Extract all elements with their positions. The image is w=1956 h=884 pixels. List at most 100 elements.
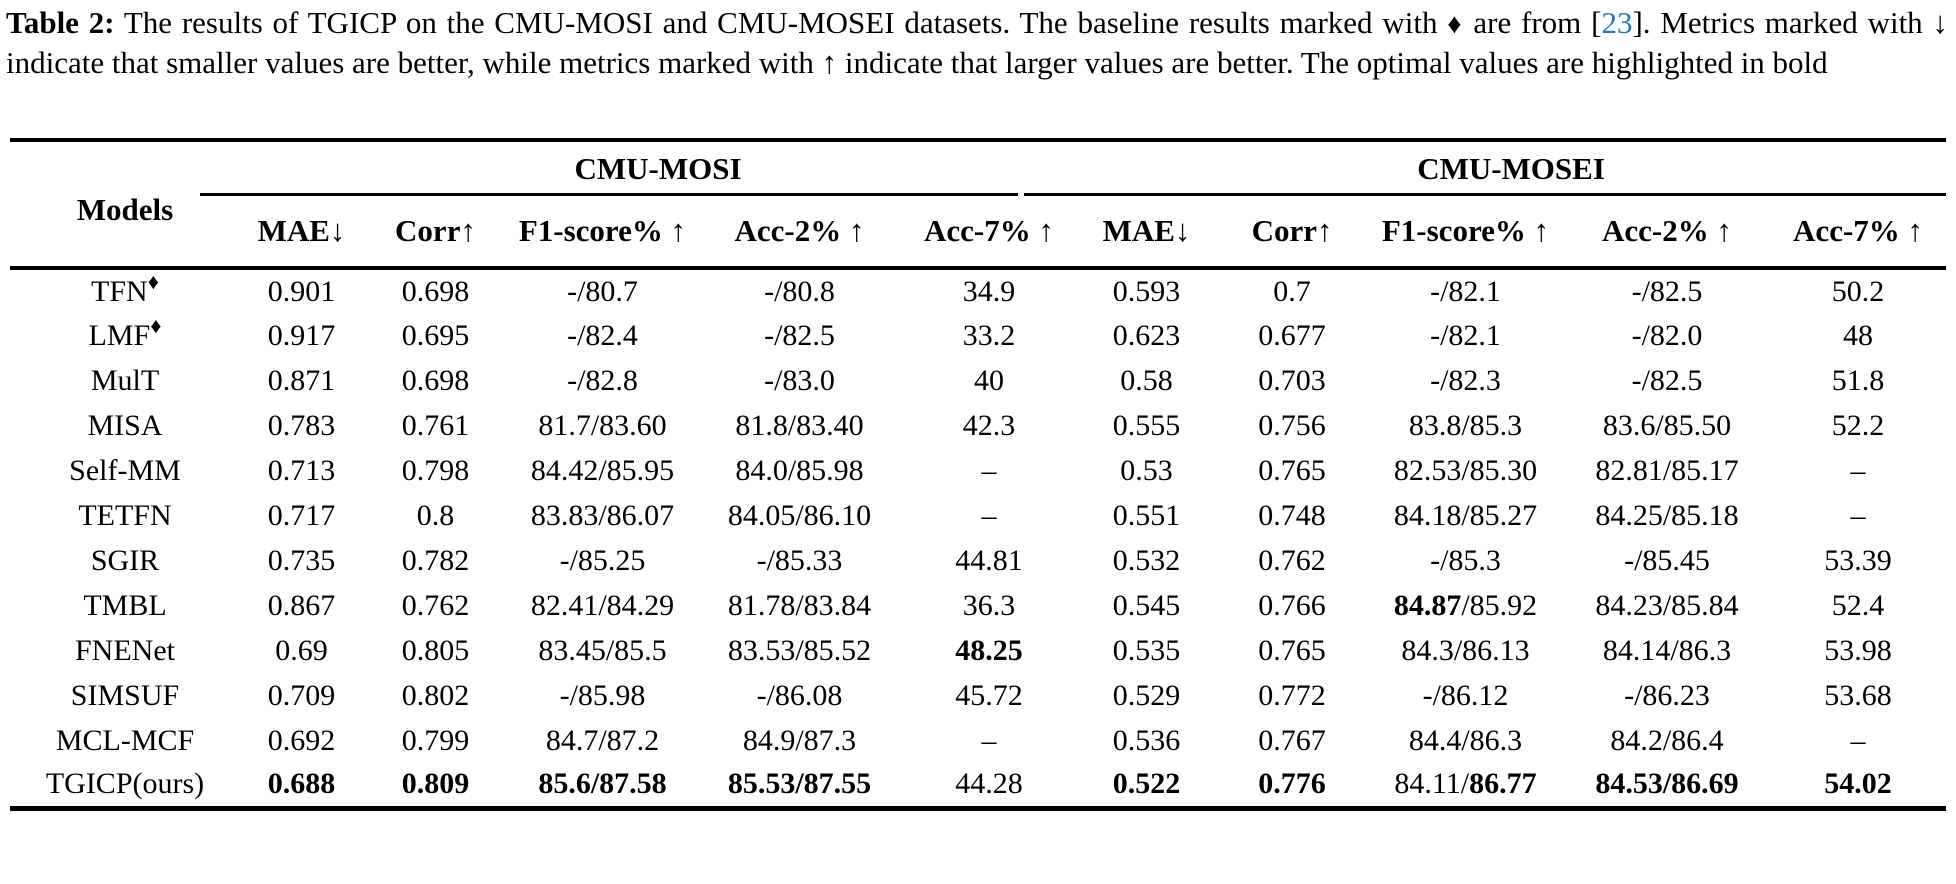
column-header-acc-7-cmu-mosi: Acc-7% ↑ bbox=[902, 196, 1077, 270]
model-name: TMBL bbox=[83, 588, 167, 622]
group-header-row: Models CMU-MOSI CMU-MOSEI bbox=[10, 140, 1947, 270]
table-cell: 0.709 bbox=[267, 678, 336, 712]
table-cell: 0.688 bbox=[240, 763, 363, 811]
table-cell: 44.81 bbox=[955, 543, 1023, 577]
table-caption: Table 2: The results of TGICP on the CMU… bbox=[6, 4, 1948, 82]
table-cell: 50.2 bbox=[1831, 274, 1885, 308]
table-cell: 0.748 bbox=[1258, 498, 1326, 532]
model-name: FNENet bbox=[75, 633, 175, 667]
group-header-cmu-mosi: CMU-MOSI bbox=[200, 140, 1076, 196]
caption-text-3: ]. Metrics marked with ↓ indicate that s… bbox=[6, 5, 1948, 80]
table-cell: 0.756 bbox=[1258, 408, 1326, 442]
model-name: LMF♦ bbox=[88, 312, 162, 352]
table-cell: 0.593 bbox=[1112, 274, 1181, 308]
table-cell: 82.41/84.29 bbox=[530, 588, 675, 622]
table-row: TFN♦ 0.901 0.698 -/80.7 -/80.8 34.9 0.593 0.7 -/… bbox=[10, 268, 1946, 313]
table-cell: – bbox=[1850, 453, 1866, 487]
table-cell: – bbox=[1850, 498, 1866, 532]
table-cell: 42.3 bbox=[962, 408, 1016, 442]
table-cell: 84.11/86.77 bbox=[1367, 763, 1565, 811]
table-cell: 0.58 bbox=[1120, 363, 1173, 397]
table-cell: 82.81/85.17 bbox=[1595, 453, 1739, 487]
table-cell: 84.18/85.27 bbox=[1393, 498, 1538, 532]
table-cell: 83.6/85.50 bbox=[1602, 408, 1732, 442]
table-cell: 84.05/86.10 bbox=[727, 498, 872, 532]
table-cell: 0.867 bbox=[267, 588, 336, 622]
table-cell: 0.53 bbox=[1120, 453, 1173, 487]
model-name: SGIR bbox=[90, 543, 160, 577]
table-cell: -/82.5 bbox=[764, 318, 835, 352]
table-cell: 0.529 bbox=[1112, 678, 1181, 712]
model-name: TFN♦ bbox=[91, 268, 159, 308]
table-cell: 0.809 bbox=[363, 763, 508, 811]
table-cell: 54.02 bbox=[1770, 763, 1947, 811]
table-cell: -/82.1 bbox=[1430, 318, 1501, 352]
table-row: SIMSUF 0.709 0.802 -/85.98 -/86.08 45.72 0.529… bbox=[10, 673, 1946, 718]
diamond-marker-icon: ♦ bbox=[147, 268, 159, 294]
citation-link[interactable]: 23 bbox=[1601, 5, 1633, 40]
table-cell: 0.7 bbox=[1273, 274, 1311, 308]
table-cell: 0.698 bbox=[401, 274, 470, 308]
table-cell: – bbox=[981, 723, 997, 757]
table-cell: 84.23/85.84 bbox=[1595, 588, 1739, 622]
table-cell: -/82.0 bbox=[1631, 318, 1703, 352]
group-label-cmu-mosi: CMU-MOSI bbox=[574, 151, 742, 186]
table-cell: 0.695 bbox=[401, 318, 470, 352]
table-cell: 81.8/83.40 bbox=[735, 408, 864, 442]
model-name: TGICP(ours) bbox=[10, 763, 240, 811]
table-cell: 84.7/87.2 bbox=[545, 723, 660, 757]
table-cell: 0.761 bbox=[401, 408, 470, 442]
cmidrule-mosi bbox=[200, 193, 1019, 196]
table-cell: 0.799 bbox=[401, 723, 470, 757]
table-cell: 0.805 bbox=[401, 633, 470, 667]
caption-text-1: The results of TGICP on the CMU-MOSI and… bbox=[114, 5, 1448, 40]
column-header-mae-cmu-mosi: MAE↓ bbox=[240, 196, 363, 270]
table-cell: 0.776 bbox=[1217, 763, 1368, 811]
table-cell: 0.692 bbox=[267, 723, 336, 757]
table-cell: -/85.33 bbox=[756, 543, 843, 577]
table-cell: -/80.7 bbox=[567, 274, 638, 308]
table-body: TFN♦ 0.901 0.698 -/80.7 -/80.8 34.9 0.593 0.7 -/… bbox=[10, 268, 1947, 811]
group-header-cmu-mosei: CMU-MOSEI bbox=[1024, 140, 1947, 196]
table-cell: 0.522 bbox=[1076, 763, 1218, 811]
column-header-acc-2-cmu-mosei: Acc-2% ↑ bbox=[1564, 196, 1771, 270]
table-cell: 48 bbox=[1843, 318, 1874, 352]
model-name: MCL-MCF bbox=[55, 723, 195, 757]
table-cell: 0.762 bbox=[1258, 543, 1326, 577]
table-cell: 0.798 bbox=[401, 453, 470, 487]
table-cell: 83.45/85.5 bbox=[538, 633, 667, 667]
table-cell: 0.536 bbox=[1112, 723, 1181, 757]
table-row: TGICP(ours) 0.688 0.809 85.6/87.58 85.53/87.… bbox=[10, 763, 1947, 811]
table-row: MCL-MCF 0.692 0.799 84.7/87.2 84.9/87.3 – 0.53… bbox=[10, 718, 1946, 763]
column-header-acc-2-cmu-mosi: Acc-2% ↑ bbox=[697, 196, 902, 270]
table-cell: 34.9 bbox=[962, 274, 1016, 308]
table-cell: -/82.5 bbox=[1631, 363, 1703, 397]
table-cell: 53.39 bbox=[1824, 543, 1892, 577]
table-cell: 0.901 bbox=[267, 274, 336, 308]
diamond-icon: ♦ bbox=[1447, 9, 1464, 40]
table-cell: 84.87/85.92 bbox=[1393, 588, 1538, 622]
column-header-mae-cmu-mosei: MAE↓ bbox=[1076, 196, 1218, 270]
table-cell: 0.802 bbox=[401, 678, 470, 712]
table-cell: 83.83/86.07 bbox=[530, 498, 675, 532]
table-cell: 0.762 bbox=[401, 588, 470, 622]
table-cell: 53.98 bbox=[1824, 633, 1892, 667]
table-cell: 36.3 bbox=[962, 588, 1016, 622]
table-cell: – bbox=[1850, 723, 1866, 757]
table-cell: -/85.3 bbox=[1430, 543, 1501, 577]
table-cell: 45.72 bbox=[955, 678, 1023, 712]
table-cell: -/86.23 bbox=[1624, 678, 1710, 712]
model-name: SIMSUF bbox=[70, 678, 180, 712]
table-cell: -/82.4 bbox=[567, 318, 638, 352]
table-cell: 83.53/85.52 bbox=[727, 633, 872, 667]
model-name: Self-MM bbox=[69, 453, 181, 487]
table-cell: 84.14/86.3 bbox=[1602, 633, 1732, 667]
table-cell: 84.2/86.4 bbox=[1610, 723, 1724, 757]
table-cell: 0.555 bbox=[1112, 408, 1181, 442]
table-row: MulT 0.871 0.698 -/82.8 -/83.0 40 0.58 0.703 -/8… bbox=[10, 358, 1946, 403]
table-cell: – bbox=[981, 498, 997, 532]
table-row: Self-MM 0.713 0.798 84.42/85.95 84.0/85.98 – 0… bbox=[10, 448, 1946, 493]
table-cell: 0.551 bbox=[1112, 498, 1181, 532]
table-cell: 53.68 bbox=[1824, 678, 1892, 712]
table-cell: 0.532 bbox=[1112, 543, 1181, 577]
